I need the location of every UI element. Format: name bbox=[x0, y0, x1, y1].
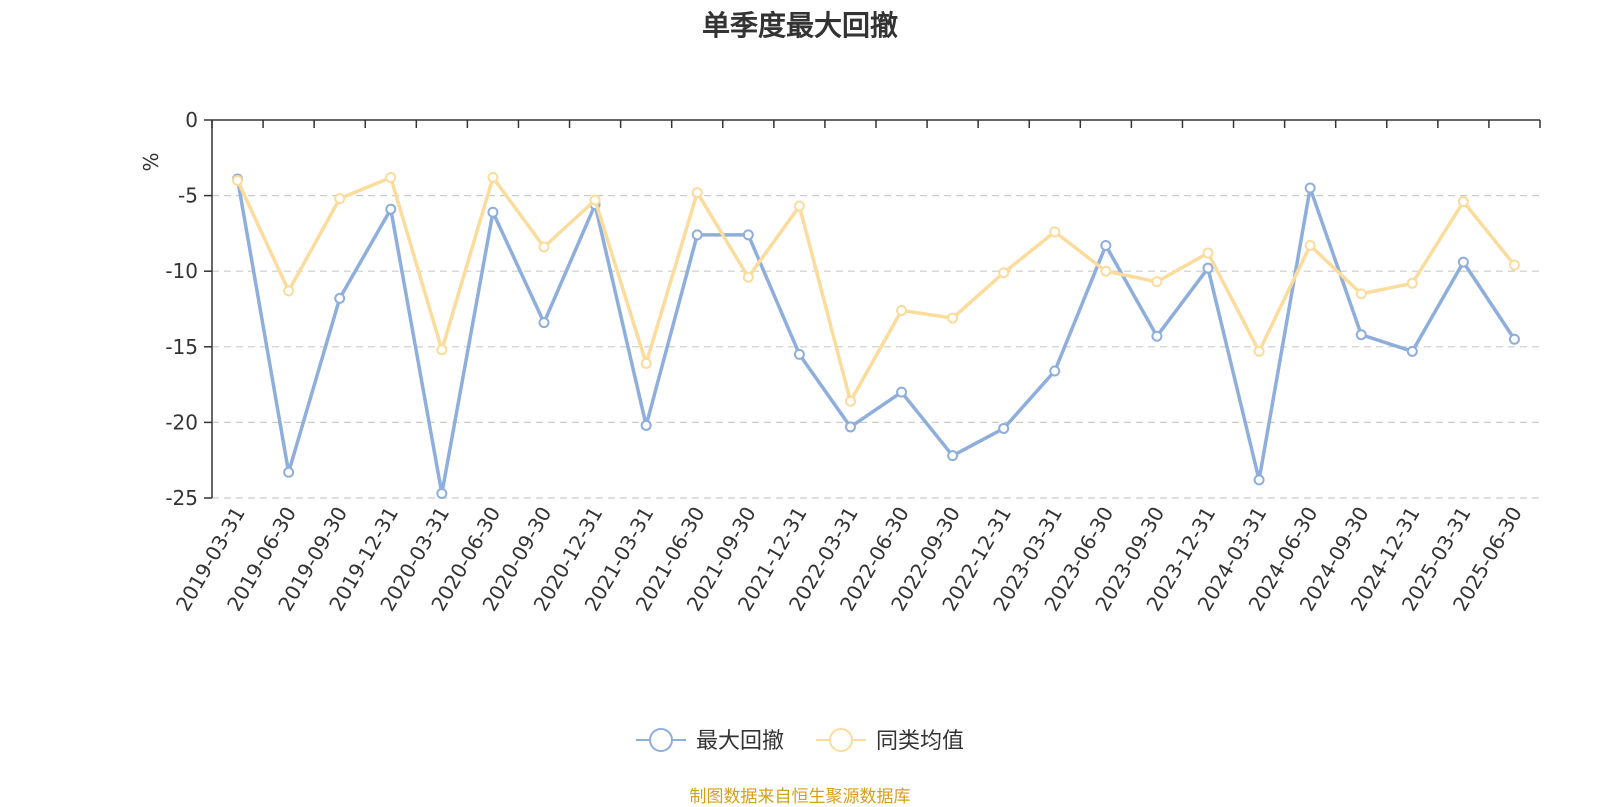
data-point bbox=[1355, 288, 1367, 300]
legend-marker bbox=[829, 728, 853, 752]
data-point bbox=[947, 450, 959, 462]
series-1 bbox=[232, 173, 1520, 499]
data-point bbox=[1100, 265, 1112, 277]
data-point bbox=[844, 395, 856, 407]
data-point bbox=[1253, 474, 1265, 486]
legend-item-1[interactable]: 最大回撤 bbox=[636, 728, 784, 754]
data-point bbox=[1508, 333, 1520, 345]
legend-label: 最大回撤 bbox=[696, 729, 784, 754]
data-point bbox=[487, 171, 499, 183]
data-point bbox=[640, 419, 652, 431]
data-point bbox=[640, 357, 652, 369]
data-point bbox=[1202, 247, 1214, 259]
legend-marker bbox=[649, 728, 673, 752]
series-line bbox=[235, 175, 1516, 403]
legend-item-2[interactable]: 同类均值 bbox=[816, 728, 964, 754]
data-point bbox=[538, 317, 550, 329]
series-line bbox=[235, 178, 1516, 496]
data-point bbox=[896, 305, 908, 317]
chart-title: 单季度最大回撤 bbox=[701, 9, 898, 42]
data-point bbox=[947, 312, 959, 324]
data-point bbox=[742, 229, 754, 241]
data-point bbox=[334, 292, 346, 304]
y-tick-label: -25 bbox=[165, 486, 198, 510]
data-point bbox=[1304, 182, 1316, 194]
data-point bbox=[385, 171, 397, 183]
data-point bbox=[436, 344, 448, 356]
series-2 bbox=[232, 171, 1520, 407]
data-point bbox=[1049, 365, 1061, 377]
data-point bbox=[1049, 226, 1061, 238]
data-point bbox=[691, 229, 703, 241]
data-point bbox=[334, 193, 346, 205]
data-point bbox=[1406, 345, 1418, 357]
data-point bbox=[1253, 345, 1265, 357]
data-point bbox=[487, 206, 499, 218]
data-point bbox=[793, 200, 805, 212]
data-point bbox=[232, 174, 244, 186]
data-point bbox=[998, 267, 1010, 279]
data-point bbox=[1406, 277, 1418, 289]
y-tick-label: -15 bbox=[165, 335, 198, 359]
data-point bbox=[1202, 262, 1214, 274]
data-point bbox=[436, 487, 448, 499]
data-point bbox=[1100, 239, 1112, 251]
y-tick-label: -20 bbox=[165, 410, 198, 434]
y-tick-label: -5 bbox=[178, 184, 198, 208]
source-note: 制图数据来自恒生聚源数据库 bbox=[689, 787, 911, 807]
data-point bbox=[742, 271, 754, 283]
data-point bbox=[283, 285, 295, 297]
data-point bbox=[385, 203, 397, 215]
gridlines bbox=[212, 195, 1540, 499]
y-axis-unit-label: % bbox=[139, 152, 163, 171]
legend[interactable]: 最大回撤 同类均值 bbox=[636, 728, 964, 754]
y-tick-label: -10 bbox=[165, 259, 198, 283]
data-point bbox=[691, 187, 703, 199]
data-point bbox=[283, 466, 295, 478]
data-point bbox=[538, 241, 550, 253]
data-point bbox=[896, 386, 908, 398]
data-point bbox=[1457, 256, 1469, 268]
data-point bbox=[1508, 259, 1520, 271]
data-point bbox=[1151, 330, 1163, 342]
data-point bbox=[998, 422, 1010, 434]
data-point bbox=[844, 421, 856, 433]
data-point bbox=[1355, 329, 1367, 341]
series-lines bbox=[232, 171, 1520, 499]
data-point bbox=[793, 348, 805, 360]
data-point bbox=[1151, 276, 1163, 288]
data-point bbox=[1304, 239, 1316, 251]
data-point bbox=[1457, 196, 1469, 208]
legend-label: 同类均值 bbox=[876, 729, 964, 754]
y-tick-label: 0 bbox=[185, 108, 198, 132]
data-point bbox=[589, 194, 601, 206]
